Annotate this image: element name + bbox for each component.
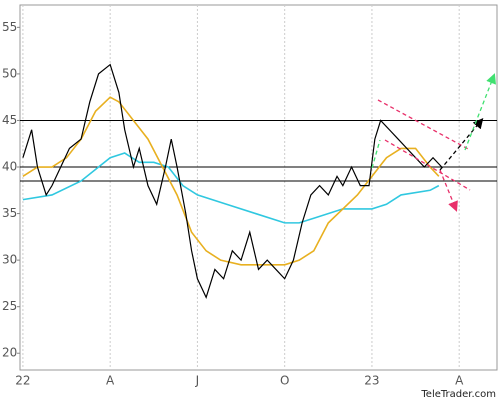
breakout bbox=[371, 139, 381, 169]
channel-top bbox=[377, 99, 471, 151]
series-line bbox=[22, 96, 440, 266]
plot-frame bbox=[19, 4, 498, 371]
x-tick-label: A bbox=[106, 374, 115, 388]
x-tick-label: A bbox=[455, 374, 464, 388]
y-tick-label: 30 bbox=[2, 253, 17, 267]
series-line bbox=[22, 63, 443, 300]
x-tick-label: O bbox=[280, 374, 289, 388]
x-tick-label: 22 bbox=[15, 374, 30, 388]
y-tick-label: 35 bbox=[2, 206, 17, 220]
y-tick-label: 50 bbox=[2, 66, 17, 80]
arrow-target bbox=[464, 73, 496, 151]
y-tick-label: 40 bbox=[2, 160, 17, 174]
series-line bbox=[22, 152, 440, 224]
projections bbox=[371, 73, 496, 212]
arrow-down bbox=[439, 169, 458, 212]
arrow-up bbox=[439, 118, 484, 171]
y-tick-label: 45 bbox=[2, 113, 17, 127]
x-tick-label: 23 bbox=[364, 374, 379, 388]
y-tick-label: 55 bbox=[2, 20, 17, 34]
x-tick-label: J bbox=[195, 374, 200, 388]
y-tick-label: 25 bbox=[2, 299, 17, 313]
channel-bottom bbox=[384, 139, 471, 191]
y-tick-label: 20 bbox=[2, 346, 17, 360]
source: TeleTrader.com bbox=[420, 389, 496, 400]
